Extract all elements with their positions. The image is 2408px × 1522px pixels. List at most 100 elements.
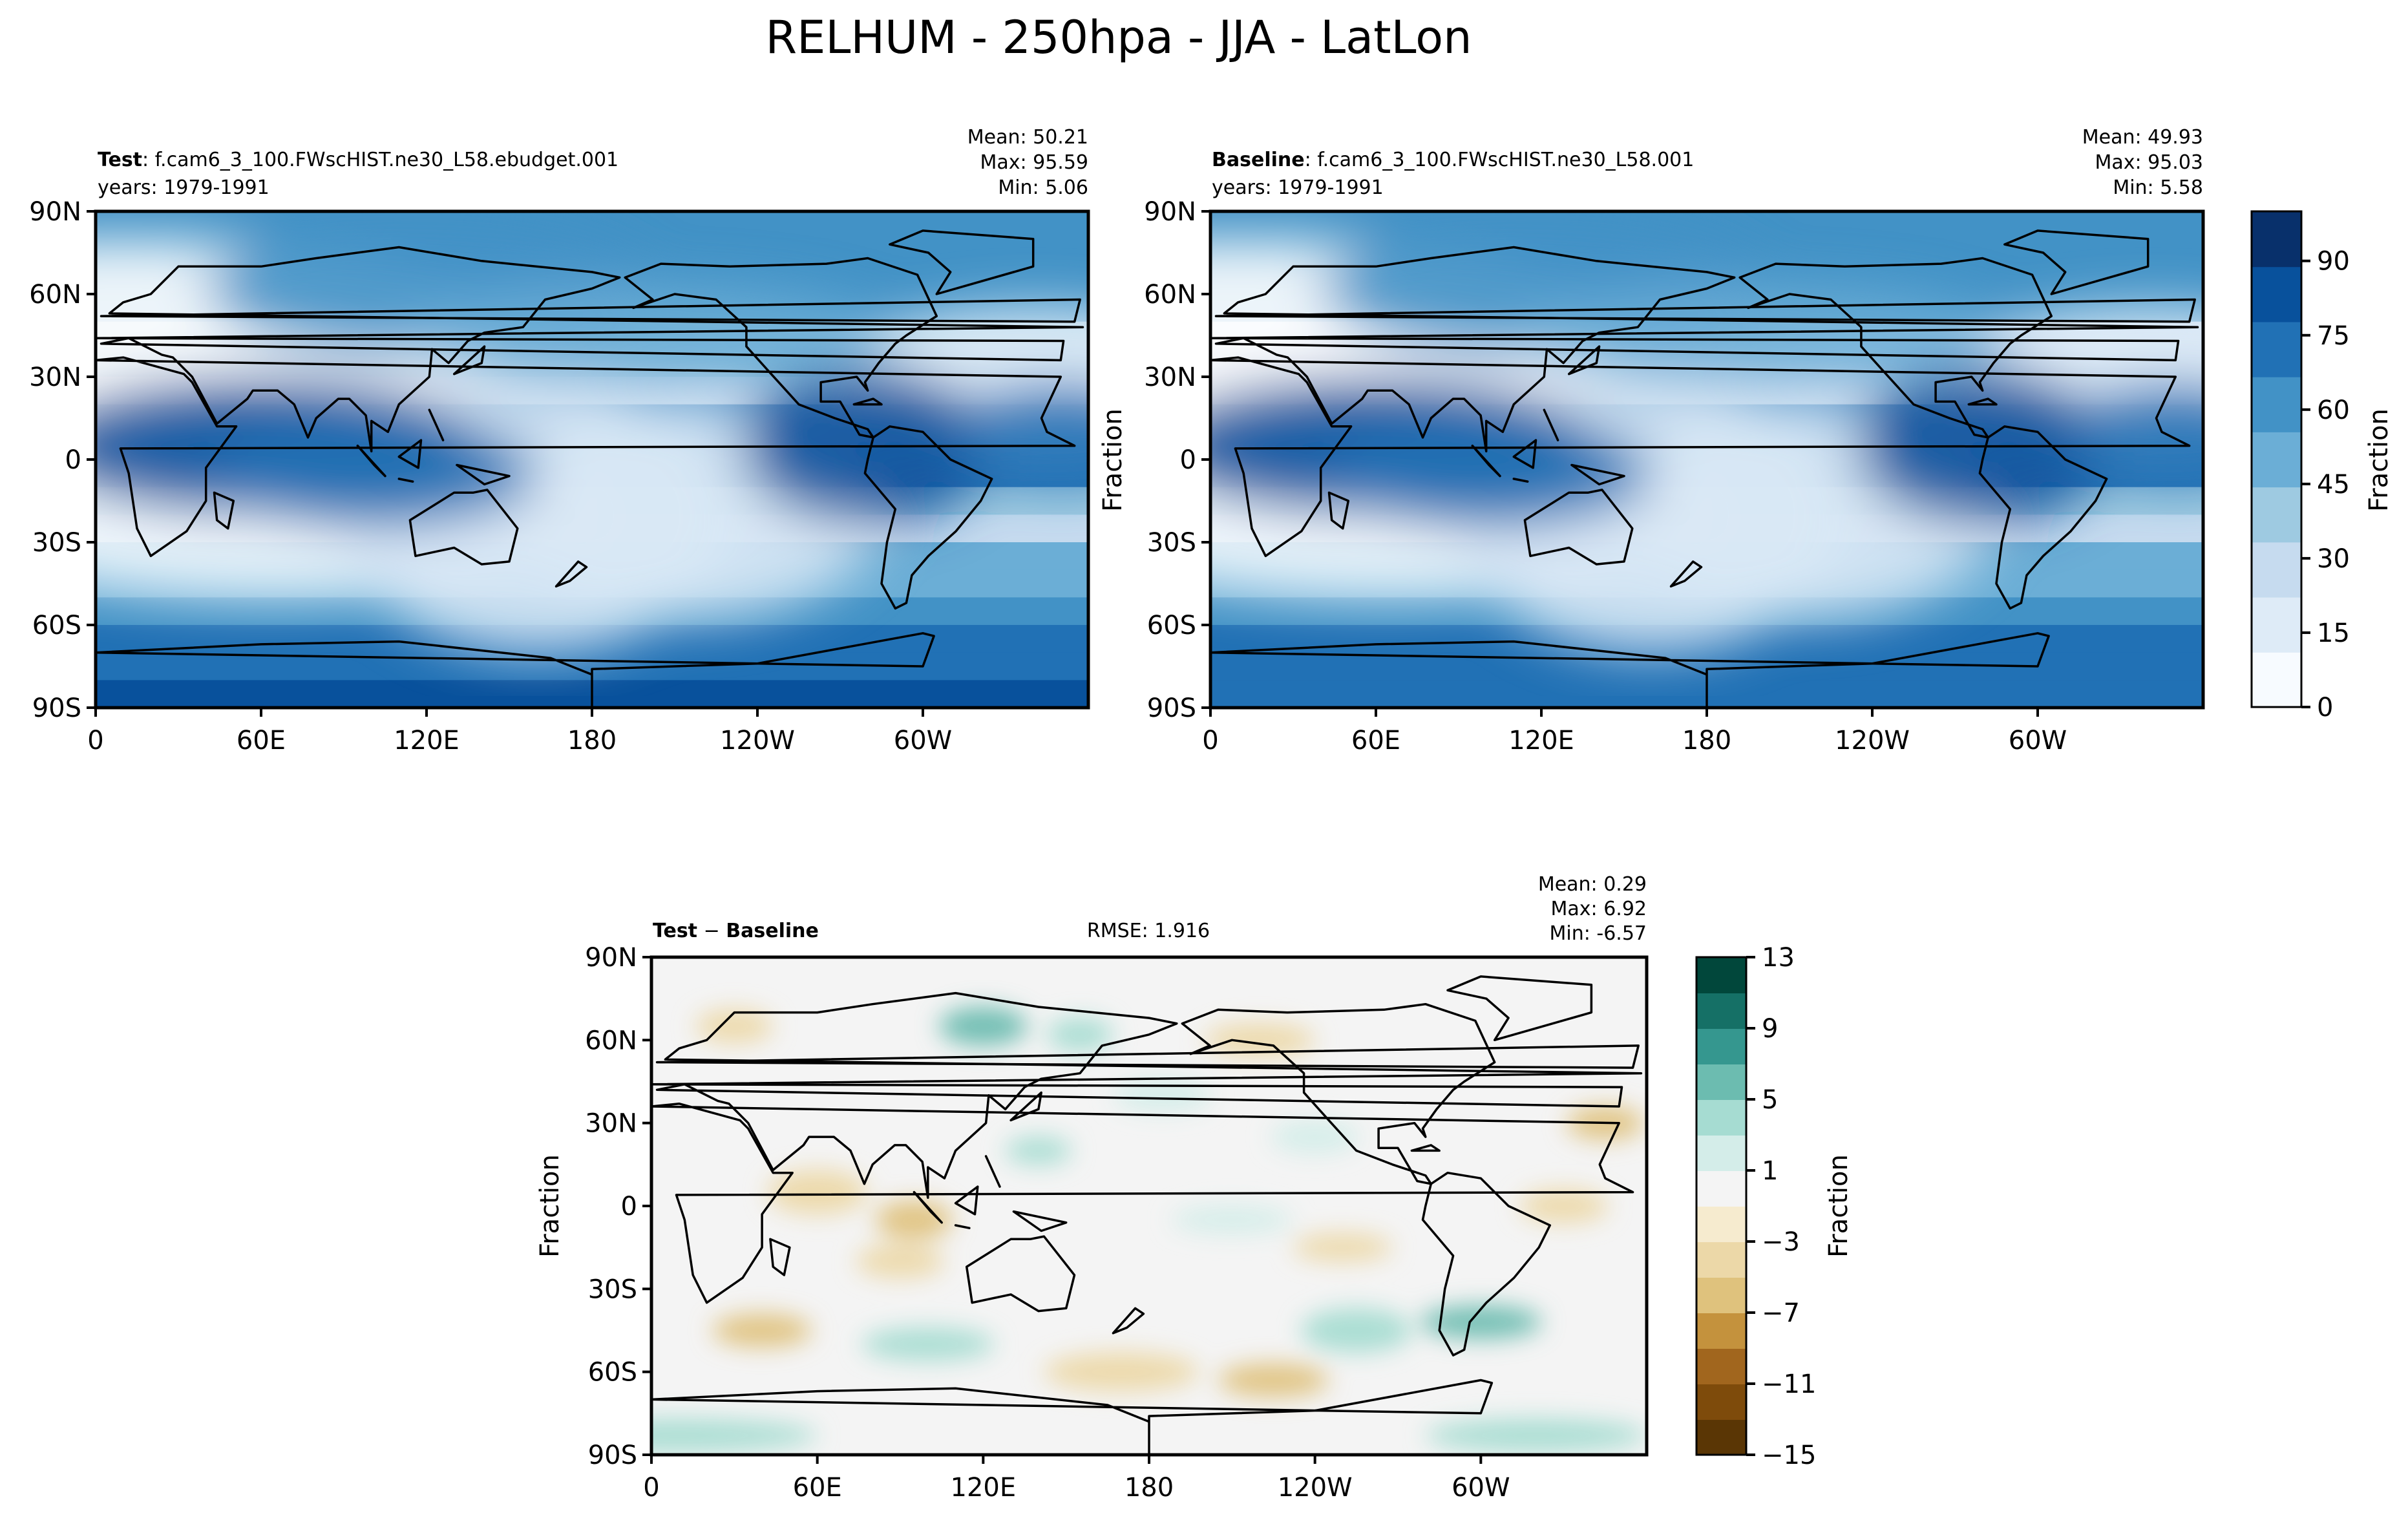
coastline [2003,229,2149,295]
coastline [1210,246,2199,452]
coastline [1567,345,1601,375]
lat-tick-label: 30N [1144,363,1196,392]
colorbar-tick-label: 45 [2317,470,2350,500]
baseline-min: Min: 5.58 [2113,176,2203,199]
coastline [96,356,1076,558]
diff-panel: Test − Baseline RMSE: 1.916 Mean: 0.29 M… [535,873,1649,1503]
colorbar-swatch [1696,957,1746,993]
lat-tick-label: 0 [1180,445,1196,475]
main-colorbar-label: Fraction [2364,408,2394,512]
main-colorbar-ticks: 0 15 30 45 60 75 90 [2301,247,2350,723]
test-mean: Mean: 50.21 [967,126,1088,149]
lat-tick-label: 90N [1144,197,1196,227]
test-label: Test: f.cam6_3_100.FWscHIST.ne30_L58.ebu… [98,149,618,171]
diff-colorbar-frame [1695,956,1748,1456]
colorbar-swatch [2252,266,2301,322]
baseline-label: Baseline: f.cam6_3_100.FWscHIST.ne30_L58… [1212,149,1694,171]
diff-heatmap [651,957,1647,1455]
colorbar-swatch [1696,1064,1746,1100]
coastline [1327,491,1350,530]
colorbar-tick-label: 1 [1762,1156,1778,1186]
diff-coastlines [651,975,1643,1455]
lon-tick-label: 120E [1508,726,1574,756]
test-min: Min: 5.06 [998,176,1088,199]
lat-tick-label: 90S [32,693,81,723]
coastline [1210,356,2191,558]
heatmap-feature [1005,1137,1072,1165]
colorbar-swatch [1696,993,1746,1029]
heatmap-feature [2065,382,2203,482]
heatmap-feature [875,1200,953,1240]
coastline [769,1238,791,1276]
lat-tick-label: 60S [588,1358,637,1388]
coastline [397,478,414,483]
colorbar-swatch [1696,1028,1746,1064]
colorbar-swatch [2252,597,2301,653]
lat-tick-label: 90S [1147,693,1196,723]
coastline [1512,478,1529,483]
diff-label-base: Baseline [726,920,819,942]
baseline-lat-ticks: 90N 60N 30N 0 30S 60S 90S [1144,197,1210,723]
coastline [954,1185,979,1216]
coastline [356,444,386,478]
coastline [428,408,445,441]
colorbar-swatch [1696,1206,1746,1242]
heatmap-feature [1420,1305,1542,1339]
heatmap-feature [651,1419,818,1452]
coastline [1214,298,2196,323]
heatmap-feature [695,1009,774,1043]
lon-tick-label: 60E [237,726,286,756]
heatmap-feature [1044,1352,1199,1391]
diff-rmse: RMSE: 1.916 [1087,920,1210,942]
diff-lat-ticks: 90N 60N 30N 0 30S 60S 90S [585,943,651,1470]
lon-tick-label: 60W [2009,726,2067,756]
coastline [651,1379,1494,1455]
lon-tick-label: 60E [793,1473,842,1503]
coastline [1738,257,2053,439]
colorbar-swatch [2252,321,2301,377]
lon-tick-label: 180 [1682,726,1731,756]
heatmap-feature [856,1244,945,1278]
coastline [655,1044,1640,1069]
diff-features [651,1007,1647,1452]
colorbar-tick-label: 0 [2317,693,2333,723]
lat-tick-label: 30S [588,1274,637,1304]
coastline [96,246,1084,452]
coastline [852,397,883,406]
colorbar-swatch [1696,1135,1746,1171]
colorbar-tick-label: 5 [1762,1085,1778,1115]
heatmap-feature [1204,1023,1315,1057]
colorbar-tick-label: −7 [1762,1298,1800,1328]
test-heatmap [96,211,1088,708]
coastline [100,298,1081,323]
baseline-max: Max: 95.03 [2095,151,2203,174]
lat-tick-label: 30N [29,363,81,392]
coastline [984,1155,1001,1188]
colorbar-tick-label: −3 [1762,1227,1800,1257]
lat-tick-label: 60N [29,280,81,310]
lon-tick-label: 60W [1452,1473,1510,1503]
lat-tick-label: 60S [1147,611,1196,640]
baseline-heatmap [1210,211,2203,708]
heatmap-band [96,211,1088,240]
coastline [889,229,1035,295]
coastline [397,439,423,469]
diff-lon-ticks: 0 60E 120E 180 120W 60W [643,1455,1510,1503]
heatmap-feature [767,1170,867,1214]
diff-label: Test − Baseline [653,920,819,942]
coastline [913,1190,943,1224]
colorbar-tick-label: 75 [2317,321,2350,351]
colorbar-swatch [2252,487,2301,543]
lon-tick-label: 180 [1125,1473,1174,1503]
lat-tick-label: 60S [32,611,81,640]
coastline [1009,1091,1042,1122]
heatmap-feature [1046,1018,1114,1052]
heatmap-feature [712,1313,812,1348]
figure-title: RELHUM - 250hpa - JJA - LatLon [766,11,1472,64]
heatmap-feature [861,1327,995,1361]
colorbar-tick-label: 60 [2317,396,2350,425]
coastline [452,345,486,375]
diff-min: Min: -6.57 [1550,922,1647,945]
test-lat-ticks: 90N 60N 30N 0 30S 60S 90S [29,197,96,723]
